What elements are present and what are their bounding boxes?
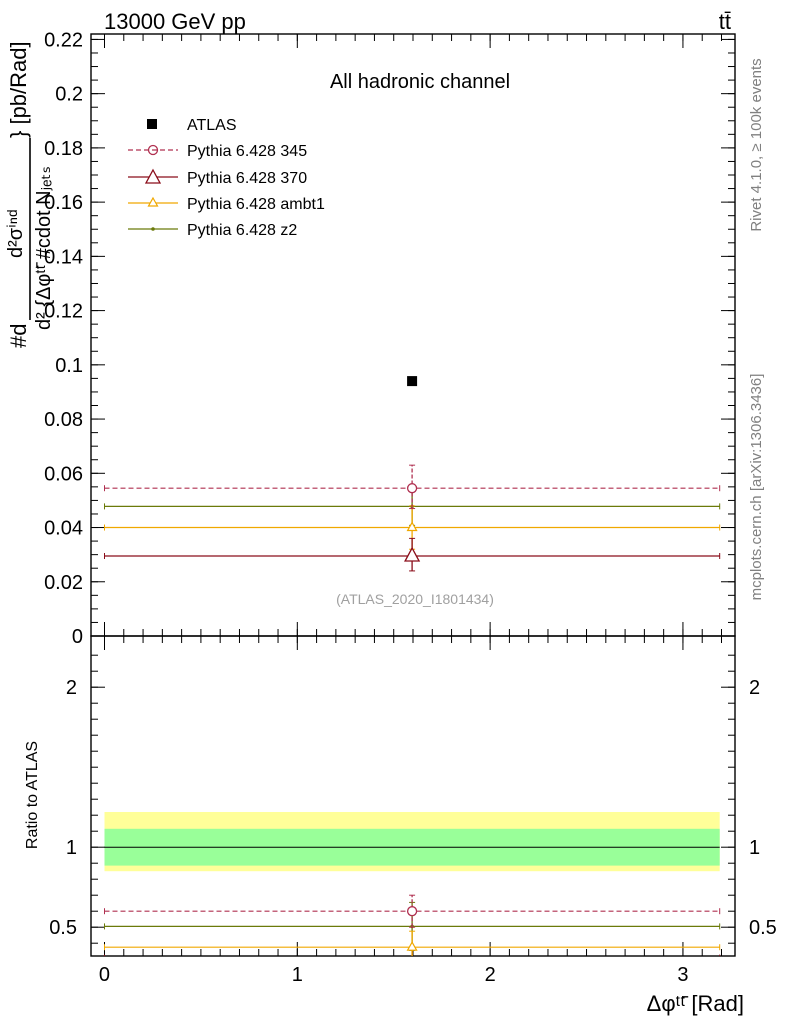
ratio-tick-label-left: 2: [66, 677, 77, 699]
x-axis-label: Δφᵗᵗ̄ [Rad]: [647, 991, 744, 1016]
legend-label-p345: Pythia 6.428 345: [187, 143, 307, 160]
energy-label: 13000 GeV pp: [104, 9, 246, 34]
chart-title: All hadronic channel: [330, 71, 510, 93]
legend-entry-ambt1: Pythia 6.428 ambt1: [128, 196, 325, 213]
y-tick-label: 0.08: [44, 409, 83, 431]
main-series-p345: [103, 464, 721, 510]
ratio-uncertainty-bands: [104, 812, 720, 872]
legend-label-atlas: ATLAS: [187, 117, 237, 134]
ratio-tick-label-right: 0.5: [749, 917, 777, 939]
main-series-atlas: [407, 376, 418, 387]
main-marker-p370: [404, 546, 421, 562]
main-x-ticks: [103, 34, 723, 636]
legend-label-p370: Pythia 6.428 370: [187, 170, 307, 187]
main-y-ticks: 0 0.02 0.04 0.06 0.08 0.1 0.12 0.14 0.16 0.18 0.2 0…: [44, 29, 735, 648]
main-series: [103, 376, 721, 572]
y-tick-label: 0.18: [44, 138, 83, 160]
ratio-marker-p345: [406, 906, 418, 917]
x-tick-label: 0: [99, 964, 110, 986]
x-tick-label: 2: [485, 964, 496, 986]
ratio-tick-label-left: 0.5: [49, 917, 77, 939]
y-label-hash: #d: [6, 324, 31, 348]
y-label-units: } [pb/Rad]: [6, 41, 31, 138]
legend-label-z2: Pythia 6.428 z2: [187, 222, 297, 239]
legend-entry-p345: Pythia 6.428 345: [128, 143, 307, 160]
process-label: tt̄: [719, 9, 731, 34]
ratio-series-p345: [103, 894, 721, 928]
main-series-ambt1: [103, 505, 721, 550]
ratio-tick-label-right: 2: [749, 677, 760, 699]
ratio-series: [103, 846, 721, 956]
y-label-numerator: d²σⁱⁿᵈ: [5, 209, 27, 258]
ratio-marker-ambt1: [406, 940, 418, 951]
legend-marker-p345: [147, 144, 159, 156]
mcplots-label: mcplots.cern.ch [arXiv:1306.3436]: [748, 374, 765, 601]
main-marker-atlas: [407, 376, 418, 387]
y-tick-label: 0.1: [55, 355, 83, 377]
y-tick-label: 0.2: [55, 84, 83, 106]
y-tick-label: 0.14: [44, 246, 83, 268]
ratio-y-axis-label: Ratio to ATLAS: [24, 741, 41, 849]
legend: ATLAS Pythia 6.428 345 Pythia 6.428 370 …: [128, 117, 325, 239]
y-tick-label: 0.02: [44, 572, 83, 594]
ratio-tick-label-left: 1: [66, 837, 77, 859]
analysis-tag: (ATLAS_2020_I1801434): [336, 591, 494, 607]
y-label-denominator: d² {Δφᵗᵗ̄ #cdot Nⱼₑₜₛ: [33, 166, 55, 330]
legend-marker-ambt1: [147, 196, 159, 207]
x-tick-label: 3: [677, 964, 688, 986]
ratio-series-ambt1: [103, 930, 721, 956]
y-tick-label: 0.04: [44, 518, 83, 540]
y-tick-label: 0: [72, 626, 83, 648]
main-panel: 0 0.02 0.04 0.06 0.08 0.1 0.12 0.14 0.16 0.18 0.2 0…: [5, 29, 736, 648]
legend-marker-z2: [151, 227, 155, 231]
main-marker-p345: [406, 483, 418, 494]
y-tick-label: 0.22: [44, 29, 83, 51]
legend-marker-atlas: [147, 119, 157, 129]
ratio-tick-label-right: 1: [749, 837, 760, 859]
legend-marker-p370: [144, 168, 162, 184]
x-tick-label: 1: [292, 964, 303, 986]
legend-label-ambt1: Pythia 6.428 ambt1: [187, 196, 325, 213]
main-y-axis-label: #d d²σⁱⁿᵈ d² {Δφᵗᵗ̄ #cdot Nⱼₑₜₛ } [pb/Ra…: [5, 41, 55, 348]
ratio-panel: 0.5 0.5 1 1 2 2 0 1 2 3 Ratio to ATLAS Δφᵗᵗ̄ [Ra…: [24, 635, 777, 1016]
legend-entry-atlas: ATLAS: [147, 117, 237, 134]
main-marker-ambt1: [406, 521, 418, 532]
ratio-y-ticks: 0.5 0.5 1 1 2 2: [49, 654, 777, 944]
y-tick-label: 0.12: [44, 301, 83, 323]
y-tick-label: 0.06: [44, 463, 83, 485]
rivet-label: Rivet 4.1.0, ≥ 100k events: [748, 58, 765, 231]
y-tick-label: 0.16: [44, 192, 83, 214]
main-series-p370: [103, 537, 721, 572]
ratio-x-ticks: 0 1 2 3: [99, 636, 723, 986]
legend-entry-p370: Pythia 6.428 370: [128, 168, 307, 187]
legend-entry-z2: Pythia 6.428 z2: [128, 222, 297, 239]
